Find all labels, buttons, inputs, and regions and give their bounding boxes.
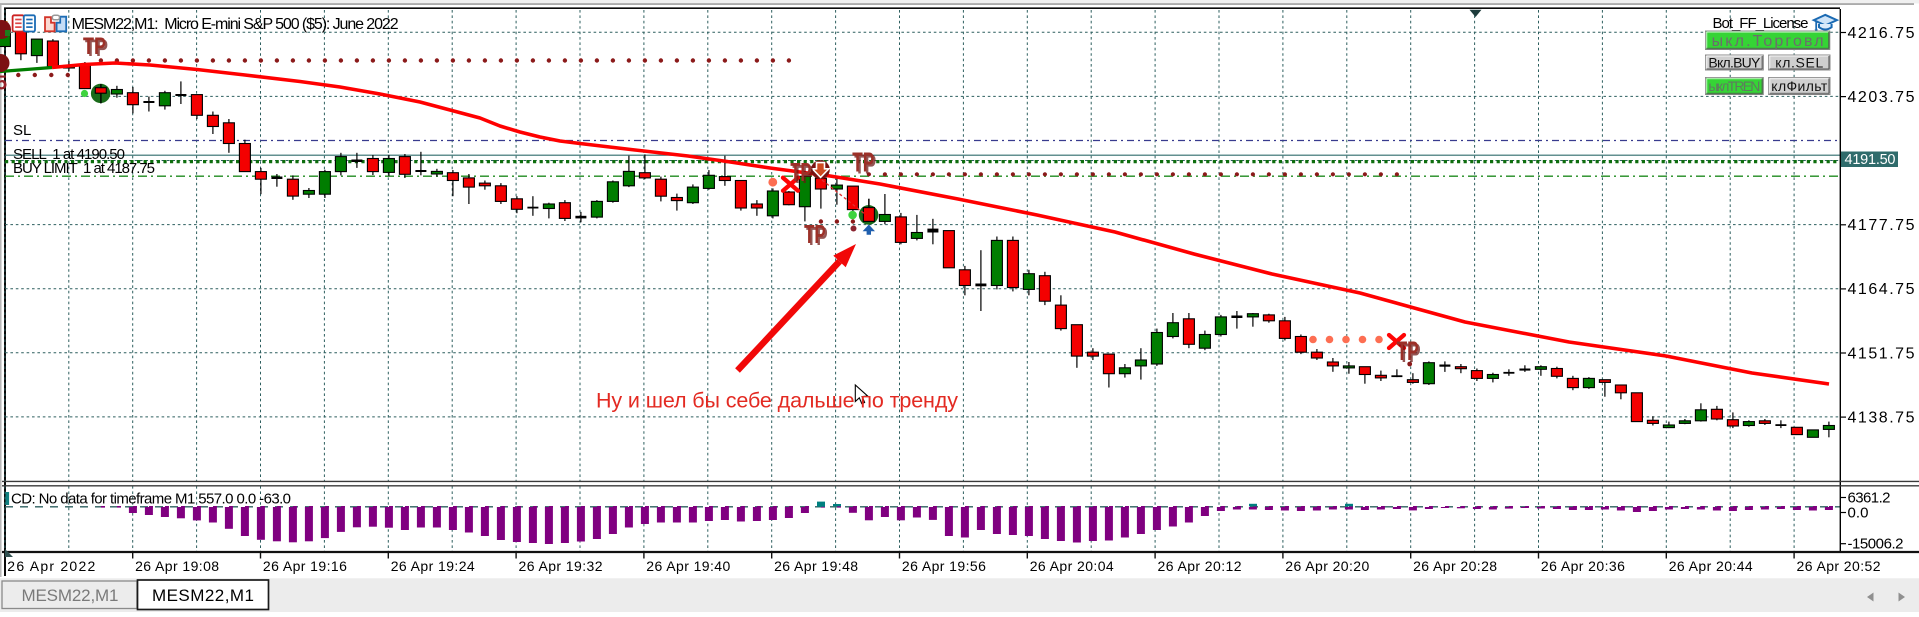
svg-text:26 Apr 20:28: 26 Apr 20:28	[1413, 558, 1497, 574]
svg-text:BUY LIMIT 1 at 4187.75: BUY LIMIT 1 at 4187.75	[13, 160, 155, 177]
svg-text:MESM22,M1: Micro E-mini S&P 5: MESM22,M1: Micro E-mini S&P 500 ($5): Ju…	[72, 16, 399, 33]
svg-text:Вкл.BUY: Вкл.BUY	[1708, 55, 1761, 71]
svg-text:TP: TP	[1397, 336, 1419, 366]
svg-text:TP: TP	[854, 149, 876, 180]
svg-text:TP: TP	[806, 221, 828, 251]
svg-text:MESM22,M1: MESM22,M1	[22, 586, 119, 605]
svg-text:SELL 1 at 4190.50: SELL 1 at 4190.50	[13, 146, 125, 163]
svg-text:26 Apr 19:40: 26 Apr 19:40	[646, 558, 730, 574]
svg-text:26 Apr 19:56: 26 Apr 19:56	[902, 558, 986, 574]
svg-text:26 Apr 2022: 26 Apr 2022	[7, 558, 95, 574]
svg-text:TP: TP	[790, 157, 811, 187]
svg-text:0.0: 0.0	[1848, 505, 1869, 522]
svg-text:4216.75: 4216.75	[1848, 25, 1915, 42]
svg-text:4177.75: 4177.75	[1848, 217, 1915, 234]
svg-text:26 Apr 20:20: 26 Apr 20:20	[1285, 558, 1369, 574]
svg-text:4151.75: 4151.75	[1848, 345, 1915, 362]
svg-text:Ну и шел бы себе дальше по тре: Ну и шел бы себе дальше по тренду	[596, 389, 958, 413]
svg-text:ыкл.Торговл: ыкл.Торговл	[1712, 33, 1824, 50]
svg-text:4138.75: 4138.75	[1848, 409, 1915, 426]
svg-text:-15006.2: -15006.2	[1848, 536, 1904, 553]
svg-text:26 Apr 19:24: 26 Apr 19:24	[391, 558, 475, 574]
svg-text:26 Apr 20:52: 26 Apr 20:52	[1797, 558, 1881, 574]
svg-text:4203.75: 4203.75	[1848, 89, 1915, 106]
svg-text:TP: TP	[792, 159, 813, 189]
svg-text:26 Apr 19:32: 26 Apr 19:32	[519, 558, 603, 574]
svg-text:TP: TP	[85, 35, 108, 62]
svg-text:26 Apr 19:08: 26 Apr 19:08	[135, 558, 219, 574]
svg-text:MESM22,M1: MESM22,M1	[152, 586, 254, 605]
svg-text:26 Apr 20:36: 26 Apr 20:36	[1541, 558, 1625, 574]
svg-text:кл.SEL: кл.SEL	[1775, 55, 1823, 71]
svg-text:клФильт: клФильт	[1771, 78, 1828, 94]
svg-text:TP: TP	[1399, 338, 1421, 368]
svg-text:6361.2: 6361.2	[1848, 490, 1891, 507]
svg-text:4191.50: 4191.50	[1845, 152, 1896, 168]
svg-text:26 Apr 20:12: 26 Apr 20:12	[1158, 558, 1242, 574]
svg-text:TP: TP	[804, 219, 826, 249]
svg-text:26 Apr 19:48: 26 Apr 19:48	[774, 558, 858, 574]
svg-text:CD: No data for timeframe M1 5: CD: No data for timeframe M1 557.0 0.0 -…	[11, 491, 291, 508]
svg-text:26 Apr 20:44: 26 Apr 20:44	[1669, 558, 1753, 574]
svg-text:4164.75: 4164.75	[1848, 281, 1915, 298]
svg-text:26 Apr 19:16: 26 Apr 19:16	[263, 558, 347, 574]
svg-text:SL: SL	[13, 122, 31, 139]
svg-text:ыклTREN: ыклTREN	[1708, 78, 1760, 94]
svg-text:5: 5	[0, 73, 7, 95]
svg-text:26 Apr 20:04: 26 Apr 20:04	[1030, 558, 1114, 574]
svg-text:TP: TP	[852, 147, 874, 178]
svg-text:Bot_FF_License: Bot_FF_License	[1713, 15, 1809, 32]
svg-text:TP: TP	[83, 33, 106, 60]
